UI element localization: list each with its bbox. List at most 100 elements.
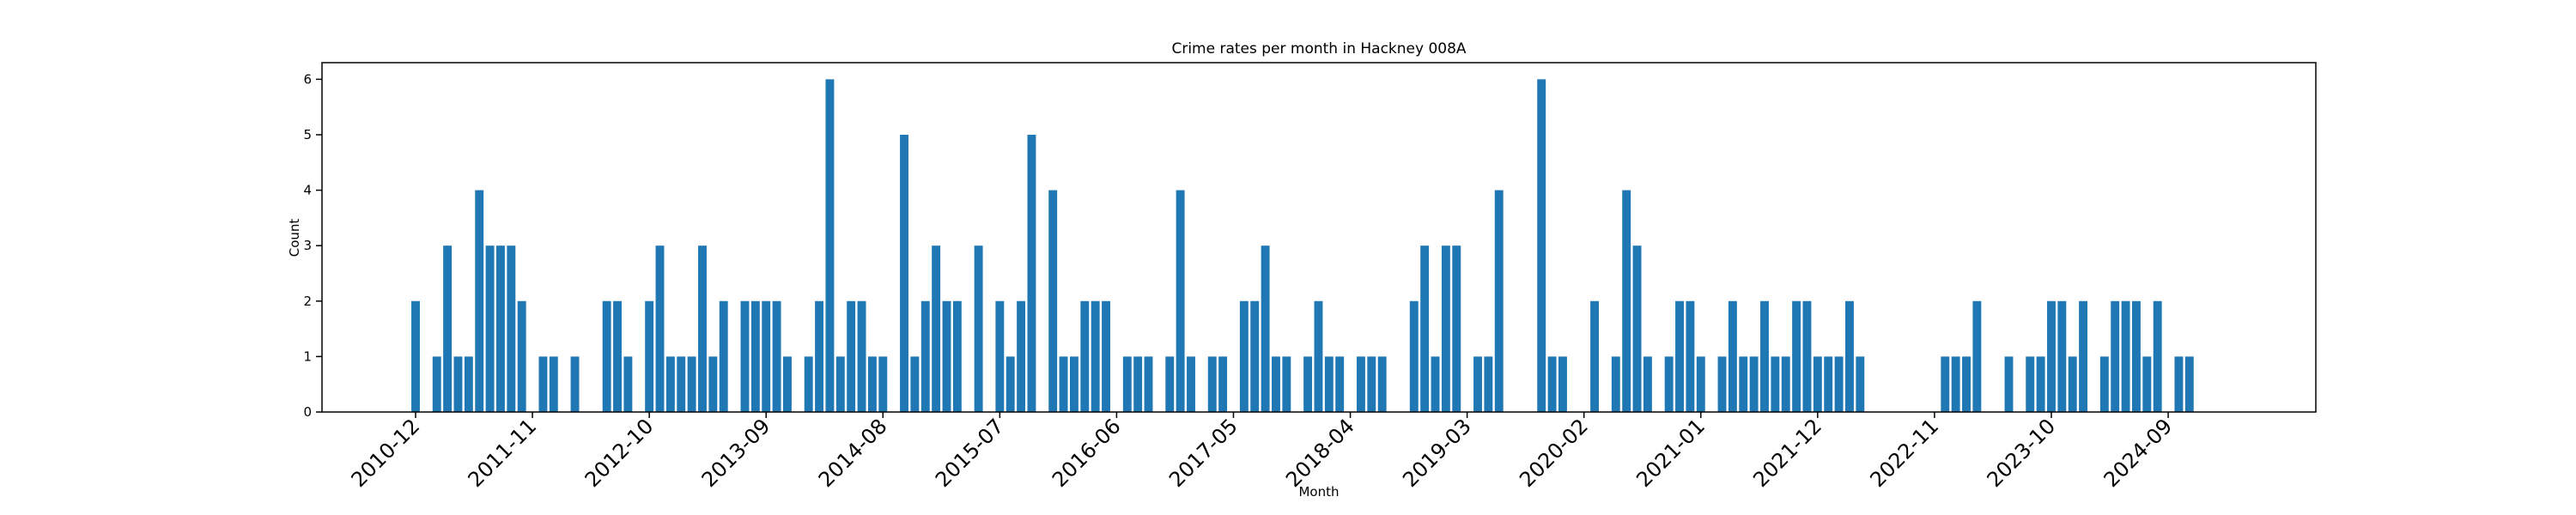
bar — [2047, 300, 2056, 412]
y-tick-label: 5 — [303, 127, 312, 142]
bar — [1367, 356, 1376, 412]
bar — [1409, 300, 1419, 412]
bar — [1080, 300, 1090, 412]
bar — [2184, 356, 2194, 412]
bar — [1771, 356, 1780, 412]
bar — [443, 245, 453, 412]
bar — [1377, 356, 1387, 412]
bar — [1272, 356, 1280, 412]
bar — [847, 300, 856, 412]
bar — [1441, 245, 1450, 412]
bar — [857, 300, 866, 412]
bar — [677, 356, 686, 412]
y-tick-label: 1 — [303, 348, 312, 364]
bar — [762, 300, 771, 412]
bar — [1133, 356, 1143, 412]
bar — [2026, 356, 2035, 412]
bar — [1005, 356, 1015, 412]
x-tick-label: 2015-07 — [931, 414, 1009, 492]
bar — [1048, 190, 1058, 413]
bar — [1059, 356, 1068, 412]
bar — [2153, 300, 2162, 412]
bar — [2079, 300, 2088, 412]
bar — [1261, 245, 1270, 412]
bar — [1324, 356, 1334, 412]
x-axis-label: Month — [1298, 484, 1339, 500]
bar — [655, 245, 665, 412]
bar — [1187, 356, 1195, 412]
bar — [974, 245, 983, 412]
bar — [910, 356, 920, 412]
bar — [1813, 356, 1822, 412]
bar — [517, 300, 526, 412]
x-tick-label: 2013-09 — [697, 414, 775, 492]
y-tick-label: 4 — [303, 183, 312, 198]
bar — [1165, 356, 1175, 412]
bar — [496, 245, 505, 412]
bar — [920, 300, 930, 412]
bar — [1537, 79, 1546, 412]
bar — [1749, 356, 1759, 412]
bar — [602, 300, 611, 412]
bar — [411, 300, 420, 412]
bar — [2099, 356, 2109, 412]
bar — [1792, 300, 1801, 412]
bar — [1027, 134, 1036, 412]
bar — [900, 134, 908, 412]
bar — [687, 356, 696, 412]
bar — [772, 300, 781, 412]
bar — [645, 300, 654, 412]
bar — [1335, 356, 1345, 412]
x-tick-label: 2021-01 — [1631, 414, 1710, 492]
bar — [1091, 300, 1100, 412]
bar — [1845, 300, 1854, 412]
bar — [1558, 356, 1567, 412]
bar — [570, 356, 580, 412]
bar — [1239, 300, 1249, 412]
bar — [1962, 356, 1971, 412]
bar — [2121, 300, 2130, 412]
x-tick-label: 2017-05 — [1164, 414, 1242, 492]
bar — [995, 300, 1005, 412]
bar — [1834, 356, 1844, 412]
y-axis-label: Count — [287, 219, 302, 258]
bar — [750, 300, 760, 412]
bar — [1802, 300, 1812, 412]
bar — [1856, 356, 1865, 412]
bar — [1781, 356, 1790, 412]
bar — [1664, 356, 1674, 412]
bar — [2111, 300, 2120, 412]
bar — [665, 356, 675, 412]
x-tick-label: 2019-03 — [1398, 414, 1476, 492]
bar — [432, 356, 441, 412]
bar — [2131, 300, 2141, 412]
bar — [2004, 356, 2014, 412]
bar — [1356, 356, 1365, 412]
bar — [1218, 356, 1228, 412]
x-tick-label: 2021-12 — [1748, 414, 1826, 492]
bar — [1941, 356, 1950, 412]
bar — [1686, 300, 1695, 412]
bar — [623, 356, 633, 412]
bar — [719, 300, 728, 412]
bar — [815, 300, 824, 412]
bar — [1632, 245, 1642, 412]
y-tick-label: 6 — [303, 71, 312, 87]
bar — [1452, 245, 1461, 412]
bar — [1484, 356, 1493, 412]
bar — [1494, 190, 1504, 413]
bar — [2142, 356, 2152, 412]
bar — [942, 300, 951, 412]
x-tick-label: 2024-09 — [2099, 414, 2178, 492]
bar — [549, 356, 558, 412]
bar — [1972, 300, 1982, 412]
bar — [952, 300, 962, 412]
y-tick-label: 2 — [303, 294, 312, 309]
bar — [1728, 300, 1737, 412]
x-tick-label: 2014-08 — [814, 414, 892, 492]
bar — [1207, 356, 1217, 412]
bar — [1547, 356, 1557, 412]
bar — [1431, 356, 1440, 412]
bar — [1643, 356, 1652, 412]
